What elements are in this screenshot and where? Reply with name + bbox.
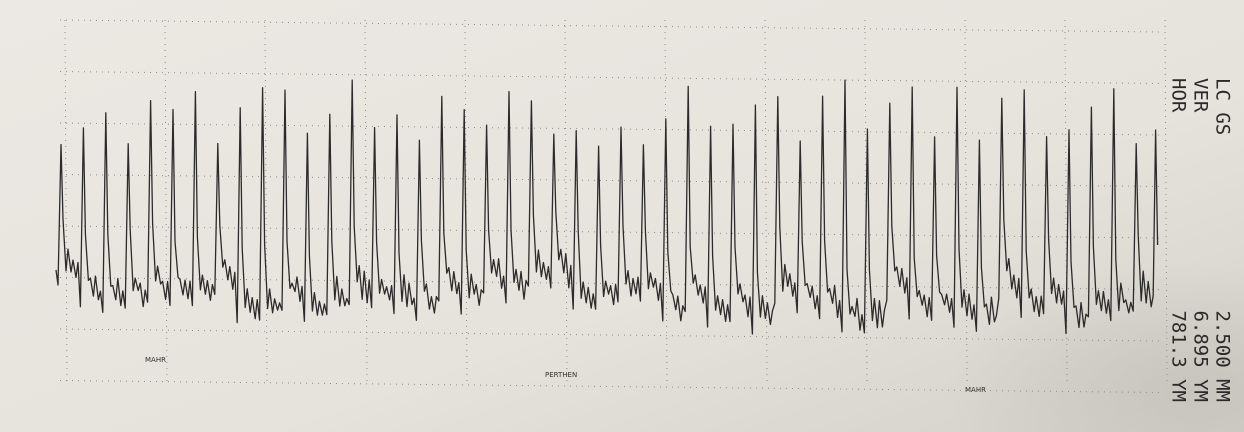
printout: LC GS 2.500 MM VER 6.895 YM HOR 781.3 YM MAHR… — [0, 0, 1244, 432]
readout-name: LC GS — [1212, 78, 1234, 135]
footer-label: MAHR — [965, 386, 986, 394]
readout-name: HOR — [1168, 78, 1190, 113]
readout-value: 781.3 YM — [1168, 310, 1190, 402]
footer-label: MAHR — [145, 356, 166, 364]
footer-label: PERTHEN — [545, 371, 577, 379]
readout-name: VER — [1190, 78, 1212, 113]
readout-value: 2.500 MM — [1212, 310, 1234, 402]
readout-value: 6.895 YM — [1190, 310, 1212, 402]
